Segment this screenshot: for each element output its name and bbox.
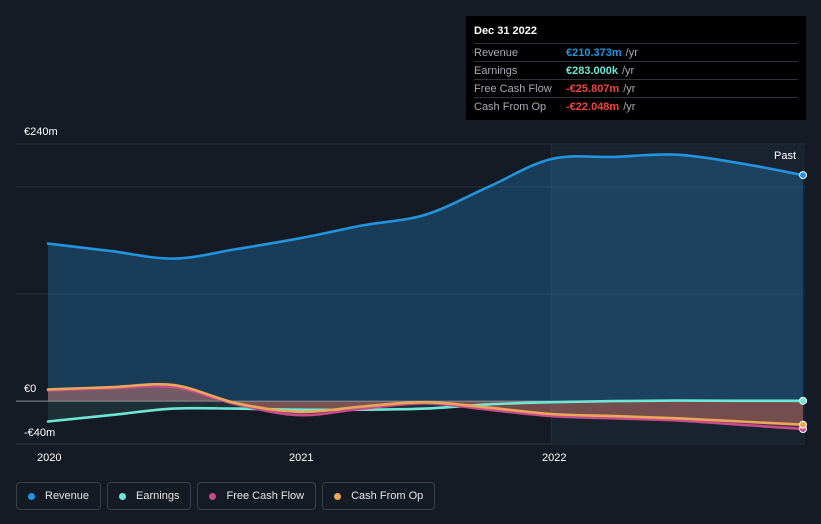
tooltip-date: Dec 31 2022	[474, 25, 537, 37]
tooltip-row-cash-from-op: Cash From Op -€22.048m /yr	[474, 97, 798, 115]
tooltip-value: €210.373m	[566, 46, 622, 59]
tooltip-label: Revenue	[474, 46, 519, 59]
tooltip-label: Free Cash Flow	[474, 82, 552, 95]
legend-dot-icon	[119, 492, 127, 500]
data-tooltip: Dec 31 2022 Revenue €210.373m /yr Earnin…	[466, 16, 806, 120]
series-end-points	[799, 171, 807, 433]
point-revenue	[799, 171, 807, 180]
legend-label: Revenue	[45, 490, 90, 502]
tooltip-value: €283.000k	[566, 64, 618, 77]
past-label: Past	[774, 150, 797, 162]
tooltip-row-revenue: Revenue €210.373m /yr	[474, 43, 798, 61]
tooltip-unit: /yr	[625, 46, 638, 59]
y-tick-240: €240m	[24, 126, 58, 138]
area-cash-from-op	[48, 384, 803, 425]
tooltip-label: Cash From Op	[474, 100, 547, 113]
legend-label: Earnings	[136, 490, 180, 502]
point-earnings	[799, 396, 807, 405]
x-tick-2020: 2020	[37, 452, 62, 464]
area-revenue	[48, 154, 803, 402]
line-revenue	[46, 153, 805, 260]
legend-item-free-cash-flow[interactable]: Free Cash Flow	[197, 482, 317, 510]
legend-dot-icon	[28, 492, 35, 500]
legend-item-earnings[interactable]: Earnings	[107, 482, 192, 510]
legend-label: Cash From Op	[351, 490, 424, 502]
legend-item-cash-from-op[interactable]: Cash From Op	[322, 482, 436, 510]
line-cash-from-op	[46, 382, 805, 426]
tooltip-unit: /yr	[623, 100, 636, 113]
area-earnings	[48, 400, 803, 422]
point-cash-from-op	[799, 420, 807, 429]
x-tick-2021: 2021	[289, 452, 314, 464]
legend-label: Free Cash Flow	[226, 490, 305, 502]
tooltip-row-earnings: Earnings €283.000k /yr	[474, 61, 798, 79]
series-lines	[46, 153, 805, 431]
y-tick-neg40: -€40m	[24, 427, 56, 439]
tooltip-row-free-cash-flow: Free Cash Flow -€25.807m /yr	[474, 79, 798, 97]
past-highlight-region	[551, 144, 805, 444]
x-tick-2022: 2022	[542, 452, 567, 464]
series-areas	[48, 154, 803, 429]
tooltip-label: Earnings	[474, 64, 518, 77]
y-tick-0: €0	[24, 383, 37, 395]
legend-dot-icon	[334, 492, 342, 500]
legend-item-revenue[interactable]: Revenue	[16, 482, 102, 510]
tooltip-value: -€25.807m	[566, 82, 620, 95]
chart-legend: Revenue Earnings Free Cash Flow Cash Fro…	[16, 482, 436, 510]
tooltip-value: -€22.048m	[566, 100, 620, 113]
legend-dot-icon	[209, 492, 217, 500]
tooltip-unit: /yr	[622, 64, 635, 77]
line-earnings	[46, 399, 805, 423]
tooltip-unit: /yr	[623, 82, 636, 95]
